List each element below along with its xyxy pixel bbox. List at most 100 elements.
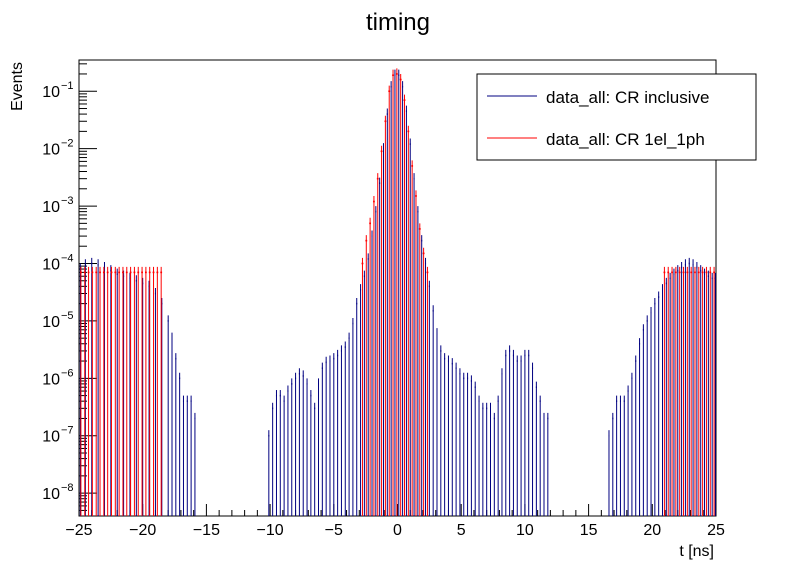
- data-point: [463, 372, 465, 516]
- data-point: [658, 291, 660, 516]
- data-point: [631, 372, 633, 516]
- data-point: [678, 266, 681, 516]
- data-point: [390, 81, 392, 516]
- legend-label-cr-inclusive: data_all: CR inclusive: [546, 88, 709, 107]
- data-point: [314, 402, 316, 516]
- data-point: [532, 362, 534, 516]
- data-point: [407, 125, 410, 516]
- data-point: [373, 195, 375, 516]
- series-cr-inclusive: [79, 69, 716, 516]
- data-point: [321, 362, 323, 516]
- data-point: [291, 378, 293, 516]
- data-point: [122, 266, 124, 516]
- data-point: [333, 353, 335, 516]
- data-point: [152, 266, 155, 516]
- data-point: [133, 266, 136, 516]
- data-point: [444, 353, 446, 516]
- y-tick-label: 10: [42, 142, 60, 159]
- data-point: [663, 266, 666, 516]
- data-point: [171, 332, 173, 516]
- series-cr-1el-1ph: [80, 68, 715, 516]
- data-point: [681, 261, 683, 516]
- data-point: [707, 270, 709, 516]
- data-point: [356, 298, 358, 516]
- data-point: [398, 69, 400, 516]
- data-point: [490, 402, 492, 516]
- data-point: [167, 315, 169, 516]
- data-point: [405, 105, 407, 516]
- x-tick-label: −10: [257, 522, 284, 539]
- data-point: [509, 345, 511, 516]
- data-point: [627, 385, 629, 516]
- data-point: [154, 287, 156, 516]
- data-point: [440, 345, 442, 516]
- data-point: [87, 266, 90, 516]
- data-point: [399, 73, 402, 516]
- data-point: [677, 265, 679, 516]
- data-point: [467, 372, 469, 516]
- data-point: [156, 266, 159, 516]
- data-point: [516, 355, 518, 516]
- data-point: [160, 266, 163, 516]
- data-point: [80, 266, 82, 516]
- data-point: [474, 381, 476, 516]
- data-point: [392, 69, 394, 516]
- data-point: [295, 372, 297, 516]
- data-point: [709, 266, 712, 516]
- data-point: [426, 266, 429, 516]
- data-point: [616, 395, 618, 516]
- data-point: [344, 341, 346, 516]
- data-point: [106, 266, 109, 516]
- data-point: [486, 402, 488, 516]
- y-tick-label: 10: [42, 84, 60, 101]
- y-tick-label: 10: [42, 486, 60, 503]
- data-point: [363, 270, 365, 516]
- data-point: [371, 230, 373, 516]
- data-point: [110, 266, 113, 516]
- data-point: [325, 356, 327, 516]
- data-point: [711, 272, 713, 516]
- data-point: [318, 378, 320, 516]
- y-tick-label: 10: [42, 256, 60, 273]
- x-tick-label: −25: [65, 522, 92, 539]
- data-point: [713, 266, 715, 516]
- data-point: [612, 412, 614, 516]
- data-point: [478, 395, 480, 516]
- data-point: [686, 266, 689, 516]
- data-point: [674, 266, 677, 516]
- data-point: [95, 266, 98, 516]
- y-tick-exponent: −6: [61, 367, 74, 379]
- data-point: [306, 378, 308, 516]
- data-point: [704, 268, 706, 516]
- data-point: [654, 298, 656, 516]
- data-point: [543, 412, 545, 516]
- y-tick-label: 10: [42, 314, 60, 331]
- data-point: [422, 247, 425, 516]
- data-point: [118, 266, 121, 516]
- data-point: [182, 395, 184, 516]
- data-point: [375, 206, 377, 516]
- data-point: [415, 190, 417, 516]
- chart-title: timing: [366, 9, 430, 36]
- data-point: [298, 368, 300, 516]
- data-point: [302, 370, 304, 516]
- data-point: [382, 143, 384, 516]
- data-point: [137, 266, 140, 516]
- data-point: [275, 390, 277, 516]
- data-point: [116, 268, 118, 516]
- data-point: [91, 266, 94, 516]
- data-point: [421, 235, 423, 516]
- data-point: [409, 138, 411, 516]
- data-point: [512, 349, 514, 516]
- data-point: [388, 85, 391, 516]
- data-point: [667, 266, 670, 516]
- data-point: [665, 277, 667, 516]
- data-point: [447, 355, 449, 516]
- data-point: [696, 261, 698, 516]
- data-point: [501, 368, 503, 516]
- data-point: [135, 275, 137, 516]
- data-point: [714, 272, 716, 516]
- x-tick-label: 15: [580, 522, 598, 539]
- data-point: [190, 395, 192, 516]
